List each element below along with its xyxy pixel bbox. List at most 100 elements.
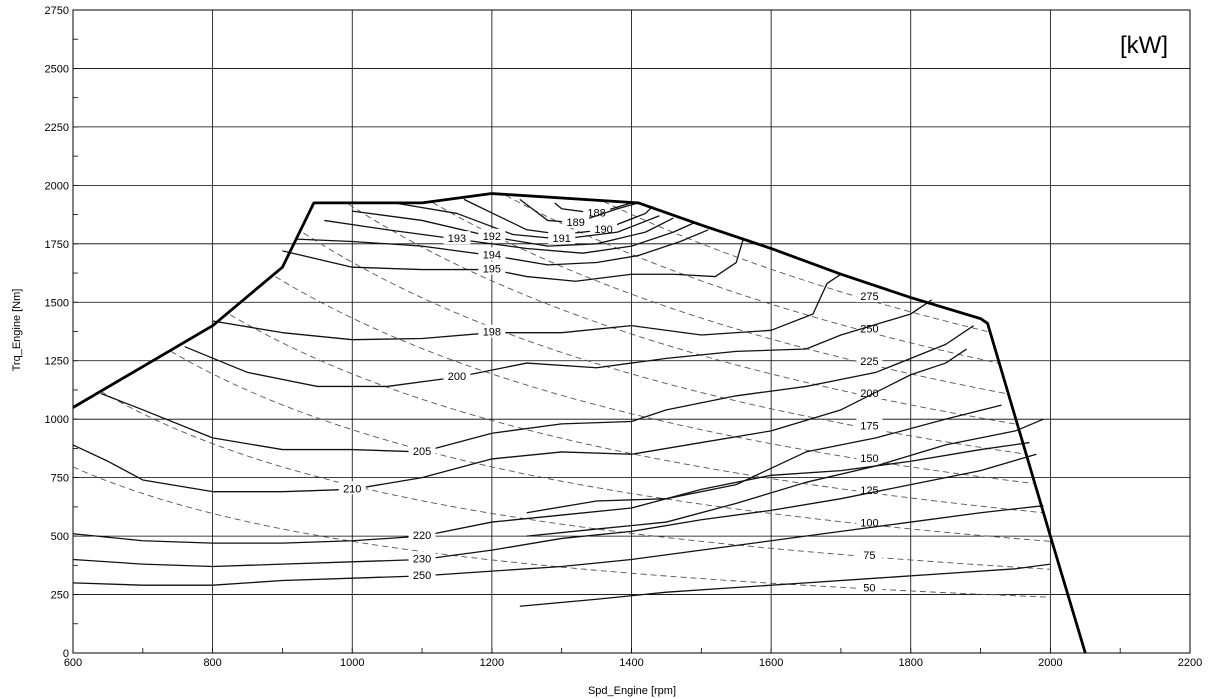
x-tick-label: 1000 <box>340 657 364 669</box>
bsfc-contour-line <box>72 348 967 493</box>
iso-power-label-bg <box>856 289 883 303</box>
bsfc-contour-line <box>184 299 933 388</box>
iso-power-line <box>432 202 1006 394</box>
y-tick-label: 2750 <box>45 5 69 17</box>
bsfc-contours: 1881891901911921931941951982002052102202… <box>72 198 1051 607</box>
full-load-curve <box>72 192 1087 654</box>
iso-power-label: 275 <box>860 291 878 303</box>
iso-power-line <box>303 232 1027 455</box>
iso-power-line <box>100 390 1051 570</box>
bsfc-contour-line <box>526 418 1044 537</box>
bsfc-contour-line <box>324 219 695 254</box>
bsfc-contour-line <box>394 202 660 240</box>
x-tick-label: 1800 <box>899 657 923 669</box>
bsfc-label-bg <box>408 528 436 542</box>
bsfc-label-bg <box>583 205 611 219</box>
bsfc-label-bg <box>478 247 506 261</box>
y-tick-label: 500 <box>51 531 69 543</box>
bsfc-contour-label: 250 <box>413 570 431 582</box>
iso-power-label-bg <box>856 450 883 464</box>
y-tick-label: 1500 <box>45 297 69 309</box>
iso-power-label: 50 <box>863 582 875 594</box>
bsfc-contour-line <box>526 404 1002 514</box>
bsfc-label-bg <box>590 221 618 235</box>
iso-power-line <box>348 203 1016 425</box>
x-tick-label: 800 <box>203 657 221 669</box>
bsfc-label-bg <box>548 231 576 245</box>
y-tick-label: 2500 <box>45 63 69 75</box>
bsfc-label-bg <box>408 567 436 581</box>
bsfc-label-bg <box>408 443 436 457</box>
y-tick-label: 2000 <box>45 180 69 192</box>
bsfc-contour-label: 205 <box>413 446 431 458</box>
bsfc-contour-line <box>72 453 1037 568</box>
bsfc-contour-line <box>352 210 674 247</box>
bsfc-label-bg <box>443 369 471 383</box>
x-tick-label: 2000 <box>1038 657 1062 669</box>
iso-power-label: 75 <box>863 550 875 562</box>
bsfc-contour-label: 210 <box>343 483 361 495</box>
bsfc-contour-line <box>296 229 709 266</box>
iso-power-label: 175 <box>860 420 878 432</box>
iso-power-label-bg <box>856 547 883 561</box>
y-tick-label: 750 <box>51 473 69 485</box>
iso-power-label-bg <box>856 483 883 497</box>
full-load-line <box>72 192 1087 654</box>
x-axis-label: Spd_Engine [rpm] <box>588 685 676 697</box>
grid <box>72 9 1191 654</box>
bsfc-contour-label: 194 <box>483 250 501 262</box>
iso-power-label: 225 <box>860 356 878 368</box>
bsfc-contour-line <box>282 238 744 282</box>
bsfc-contour-line <box>554 202 632 215</box>
bsfc-contour-label: 191 <box>553 233 571 245</box>
bsfc-contour-label: 192 <box>483 231 501 243</box>
bsfc-contour-label: 198 <box>483 327 501 339</box>
iso-power-label-bg <box>856 353 883 367</box>
bsfc-label-bg <box>338 481 366 495</box>
y-tick-label: 1250 <box>45 356 69 368</box>
iso-power-label-bg <box>856 418 883 432</box>
x-tick-label: 1600 <box>759 657 783 669</box>
bsfc-contour-line <box>212 273 842 341</box>
bsfc-contour-label: 220 <box>413 530 431 542</box>
unit-label: [kW] <box>1120 32 1168 59</box>
bsfc-contour-label: 200 <box>448 371 466 383</box>
iso-power-label-bg <box>856 515 883 529</box>
axis-ticks: 600 800 1000 1200 1400 1600 1800 2000 2200 0 250 50… <box>45 5 1203 669</box>
bsfc-contour-line <box>463 198 653 236</box>
y-axis-label: Trq_Engine [Nm] <box>11 289 23 372</box>
x-tick-label: 2200 <box>1178 657 1202 669</box>
bsfc-contour-line <box>519 563 1051 607</box>
iso-power-line <box>229 314 1044 514</box>
y-tick-label: 1000 <box>45 414 69 426</box>
x-tick-label: 1200 <box>480 657 504 669</box>
y-tick-label: 1750 <box>45 239 69 251</box>
x-tick-label: 1400 <box>619 657 643 669</box>
y-tick-label: 250 <box>51 590 69 602</box>
iso-power-line <box>603 201 988 332</box>
iso-power-label-bg <box>856 580 883 594</box>
bsfc-contour-label: 188 <box>587 207 605 219</box>
x-tick-label: 600 <box>64 657 82 669</box>
iso-power-label: 150 <box>860 453 878 465</box>
y-tick-label: 2250 <box>45 122 69 134</box>
iso-power-line <box>275 276 1033 484</box>
iso-power-label: 250 <box>860 323 878 335</box>
bsfc-contour-label: 195 <box>483 264 501 276</box>
bsfc-label-bg <box>443 231 471 245</box>
bsfc-contour-label: 230 <box>413 553 431 565</box>
bsfc-label-bg <box>478 324 506 338</box>
bsfc-contour-label: 193 <box>448 233 466 245</box>
bsfc-label-bg <box>478 228 506 242</box>
iso-power-line <box>170 350 1051 542</box>
bsfc-contour-line <box>72 441 1030 544</box>
iso-power-label-bg <box>856 386 883 400</box>
bsfc-label-bg <box>478 261 506 275</box>
bsfc-contour-line <box>72 505 1044 586</box>
bsfc-contour-line <box>100 325 974 453</box>
bsfc-contour-label: 189 <box>566 217 584 229</box>
bsfc-label-bg <box>562 214 590 228</box>
bsfc-label-bg <box>408 551 436 565</box>
